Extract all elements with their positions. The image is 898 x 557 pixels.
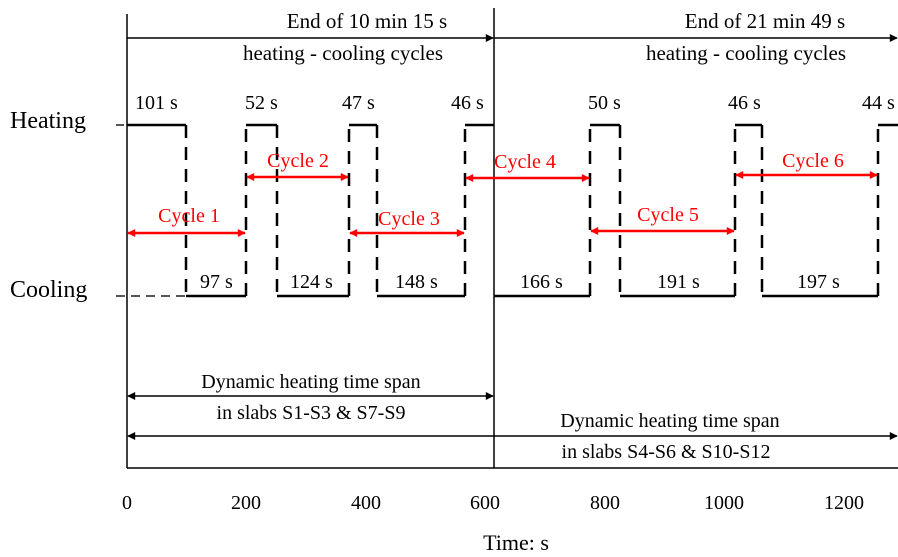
heating-duration-labels: 101 s 52 s 47 s 46 s 50 s 46 s 44 s: [135, 92, 895, 114]
heating-duration-label: 52 s: [245, 92, 278, 114]
end-first-label-line2: heating - cooling cycles: [243, 41, 443, 65]
x-tick-label: 400: [351, 492, 381, 514]
x-tick-label: 800: [590, 492, 620, 514]
heating-duration-label: 44 s: [862, 92, 895, 114]
cycle-label: Cycle 2: [267, 150, 329, 172]
cycle-label: Cycle 4: [494, 151, 556, 173]
cooling-duration-label: 124 s: [290, 271, 333, 293]
heating-duration-label: 101 s: [135, 92, 178, 114]
end-second-label-line1: End of 21 min 49 s: [685, 9, 845, 33]
span-second-label-line2: in slabs S4-S6 & S10-S12: [562, 441, 771, 463]
cooling-duration-label: 166 s: [520, 271, 563, 293]
x-tick-label: 200: [231, 492, 261, 514]
end-second-label-line2: heating - cooling cycles: [646, 41, 846, 65]
heating-duration-label: 47 s: [342, 92, 375, 114]
span-first-label-line1: Dynamic heating time span: [201, 371, 420, 393]
x-tick-label: 600: [470, 492, 500, 514]
span-second-label-line1: Dynamic heating time span: [560, 410, 779, 432]
cycle-label: Cycle 1: [158, 205, 220, 227]
x-tick-label: 1000: [704, 492, 744, 514]
cooling-duration-label: 191 s: [657, 271, 700, 293]
transition-lines: [184, 125, 880, 296]
cycle-label: Cycle 6: [782, 150, 844, 172]
x-tick-label: 0: [122, 492, 132, 514]
cooling-duration-labels: 97 s 124 s 148 s 166 s 191 s 197 s: [200, 271, 840, 293]
cycle-label: Cycle 5: [637, 204, 699, 226]
x-tick-label: 1200: [824, 492, 864, 514]
end-first-label-line1: End of 10 min 15 s: [287, 9, 447, 33]
cooling-duration-label: 197 s: [797, 271, 840, 293]
cycle-labels: Cycle 1 Cycle 2 Cycle 3 Cycle 4 Cycle 5 …: [158, 150, 844, 230]
cooling-duration-label: 148 s: [395, 271, 438, 293]
x-axis-title: Time: s: [483, 530, 549, 555]
cycle-label: Cycle 3: [378, 208, 440, 230]
span-first-label-line2: in slabs S1-S3 & S7-S9: [217, 402, 406, 424]
heating-label: Heating: [10, 108, 86, 134]
x-tick-labels: 0 200 400 600 800 1000 1200: [122, 492, 864, 514]
heating-duration-label: 50 s: [588, 92, 621, 114]
heating-duration-label: 46 s: [728, 92, 761, 114]
cycle-arrows: [127, 171, 878, 237]
heating-duration-label: 46 s: [451, 92, 484, 114]
cooling-label: Cooling: [10, 277, 87, 303]
heating-cooling-waveform: [127, 123, 898, 298]
cooling-duration-label: 97 s: [200, 271, 233, 293]
